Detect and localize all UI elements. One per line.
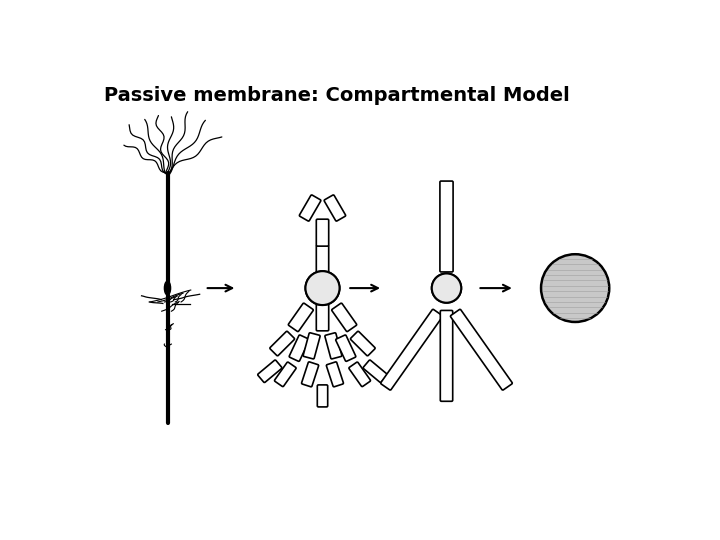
FancyBboxPatch shape [316,304,329,331]
FancyBboxPatch shape [326,362,343,387]
FancyBboxPatch shape [302,362,319,387]
FancyBboxPatch shape [324,195,346,221]
Ellipse shape [432,273,462,303]
FancyBboxPatch shape [349,362,371,387]
Ellipse shape [541,254,609,322]
FancyBboxPatch shape [318,385,328,407]
FancyBboxPatch shape [451,309,513,390]
FancyBboxPatch shape [381,309,443,390]
Ellipse shape [432,273,462,303]
FancyBboxPatch shape [274,362,296,387]
FancyBboxPatch shape [316,219,329,246]
FancyBboxPatch shape [325,333,342,359]
FancyBboxPatch shape [289,335,310,361]
Ellipse shape [164,281,171,295]
FancyBboxPatch shape [288,303,313,332]
FancyBboxPatch shape [332,303,356,332]
FancyBboxPatch shape [258,360,282,382]
FancyBboxPatch shape [336,335,356,361]
FancyBboxPatch shape [300,195,321,221]
FancyBboxPatch shape [440,181,453,272]
Ellipse shape [305,271,340,305]
FancyBboxPatch shape [351,331,375,356]
FancyBboxPatch shape [363,360,387,382]
Ellipse shape [305,271,340,305]
Text: Passive membrane: Compartmental Model: Passive membrane: Compartmental Model [104,86,570,105]
FancyBboxPatch shape [316,245,329,272]
FancyBboxPatch shape [441,310,453,401]
FancyBboxPatch shape [303,333,320,359]
FancyBboxPatch shape [270,331,294,356]
